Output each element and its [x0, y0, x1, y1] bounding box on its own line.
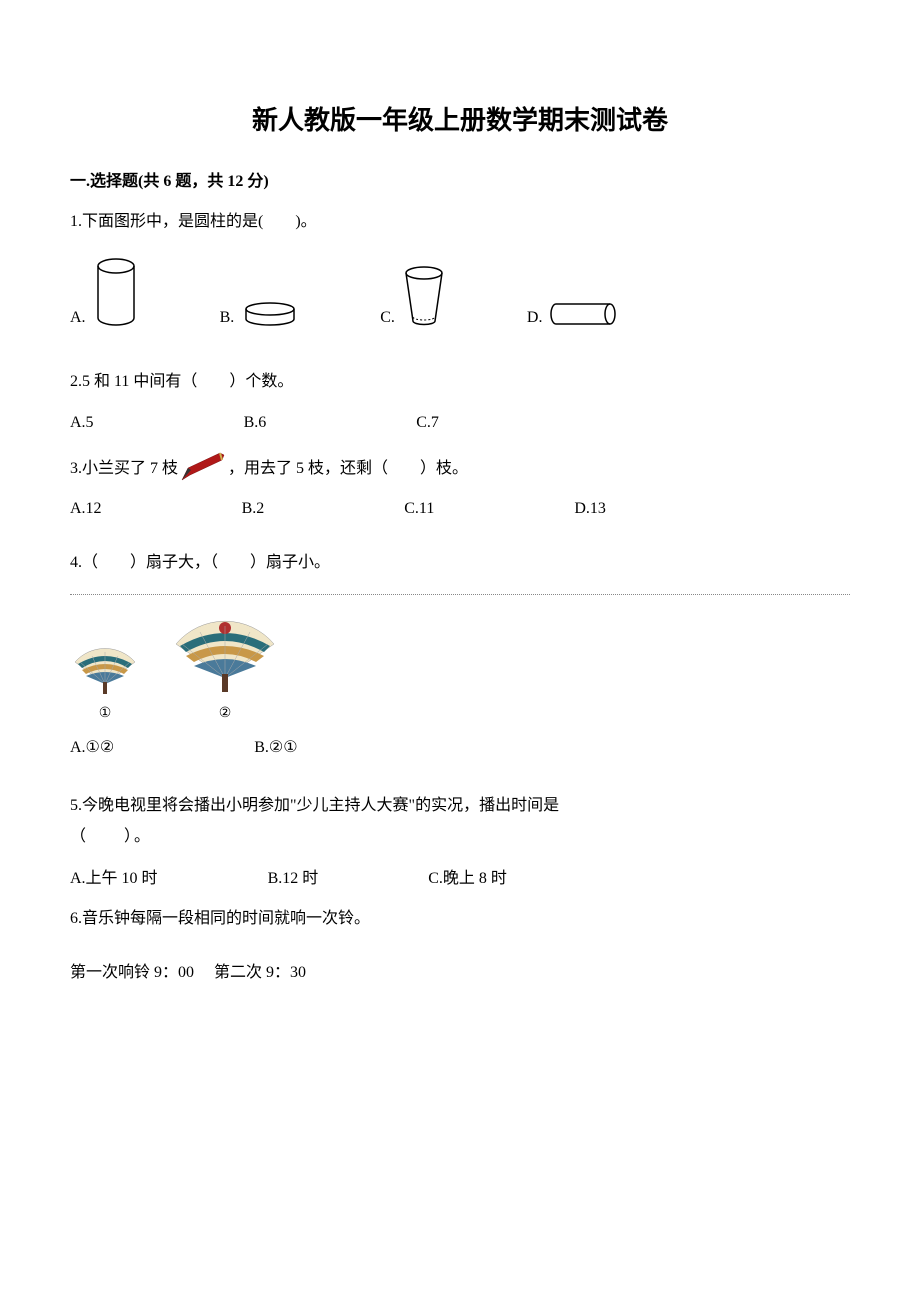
q3-option-b: B.2: [242, 500, 265, 518]
q1-option-a: A.: [70, 257, 140, 327]
fan-2: ②: [170, 610, 280, 722]
question-6-line2-text: 第一次响铃 9：00 第二次 9：30: [70, 964, 306, 981]
q3-option-c: C.11: [404, 500, 434, 518]
question-6-line2: 第一次响铃 9：00 第二次 9：30: [70, 958, 850, 988]
q4-option-b: B.②①: [254, 737, 297, 757]
q3-option-d: D.13: [574, 500, 606, 518]
q2-option-a: A.5: [70, 414, 94, 432]
question-5-line1: 5.今晚电视里将会播出小明参加"少儿主持人大赛"的实况，播出时间是: [70, 797, 559, 814]
pencil-icon: [178, 448, 228, 484]
q4-option-a: A.①②: [70, 737, 114, 757]
exam-page: 新人教版一年级上册数学期末测试卷 一.选择题(共 6 题，共 12 分) 1.下…: [0, 0, 920, 1065]
q1-option-b: B.: [220, 301, 301, 327]
question-2-options: A.5 B.6 C.7: [70, 414, 850, 432]
question-4-options: A.①② B.②①: [70, 737, 850, 757]
question-1: 1.下面图形中，是圆柱的是( )。: [70, 207, 850, 237]
q1-option-c: C.: [380, 265, 447, 327]
fan-row: ① ②: [70, 610, 850, 722]
cylinder-side-icon: [548, 301, 618, 327]
question-4-text: 4.（ ）扇子大，（ ）扇子小。: [70, 554, 330, 571]
page-title: 新人教版一年级上册数学期末测试卷: [70, 100, 850, 137]
question-5: 5.今晚电视里将会播出小明参加"少儿主持人大赛"的实况，播出时间是 （ ）。: [70, 791, 850, 852]
question-6: 6.音乐钟每隔一段相同的时间就响一次铃。: [70, 904, 850, 934]
question-2-text: 2.5 和 11 中间有（ ）个数。: [70, 373, 293, 390]
fan-1: ①: [70, 640, 140, 722]
q1-c-label: C.: [380, 309, 395, 327]
question-3-pre: 3.小兰买了 7 枝: [70, 454, 178, 478]
fan-2-num: ②: [170, 705, 280, 722]
q3-option-a: A.12: [70, 500, 102, 518]
question-3: 3.小兰买了 7 枝 ，用去了 5 枝，还剩（ ）枝。: [70, 448, 850, 484]
q2-option-b: B.6: [244, 414, 267, 432]
q1-option-d: D.: [527, 301, 619, 327]
question-4: 4.（ ）扇子大，（ ）扇子小。: [70, 548, 850, 578]
question-3-post: ，用去了 5 枝，还剩（ ）枝。: [228, 454, 468, 478]
question-6-text: 6.音乐钟每隔一段相同的时间就响一次铃。: [70, 910, 370, 927]
fan-large-icon: [170, 610, 280, 696]
cylinder-flat-icon: [240, 301, 300, 327]
fan-1-num: ①: [70, 705, 140, 722]
cylinder-tall-icon: [92, 257, 140, 327]
question-5-options: A.上午 10 时 B.12 时 C.晚上 8 时: [70, 864, 850, 888]
question-2: 2.5 和 11 中间有（ ）个数。: [70, 367, 850, 397]
q5-option-b: B.12 时: [268, 864, 319, 888]
q5-option-a: A.上午 10 时: [70, 864, 158, 888]
q5-option-c: C.晚上 8 时: [428, 864, 507, 888]
dotted-divider: [70, 594, 850, 595]
question-3-options: A.12 B.2 C.11 D.13: [70, 500, 850, 518]
fan-small-icon: [70, 640, 140, 696]
question-5-line2: （ ）。: [70, 828, 152, 845]
cup-icon: [401, 265, 447, 327]
section-1-header: 一.选择题(共 6 题，共 12 分): [70, 167, 850, 191]
q1-b-label: B.: [220, 309, 235, 327]
question-1-text: 1.下面图形中，是圆柱的是( )。: [70, 213, 317, 230]
q1-d-label: D.: [527, 309, 543, 327]
question-1-options: A. B. C.: [70, 257, 850, 327]
q2-option-c: C.7: [416, 414, 439, 432]
q1-a-label: A.: [70, 309, 86, 327]
